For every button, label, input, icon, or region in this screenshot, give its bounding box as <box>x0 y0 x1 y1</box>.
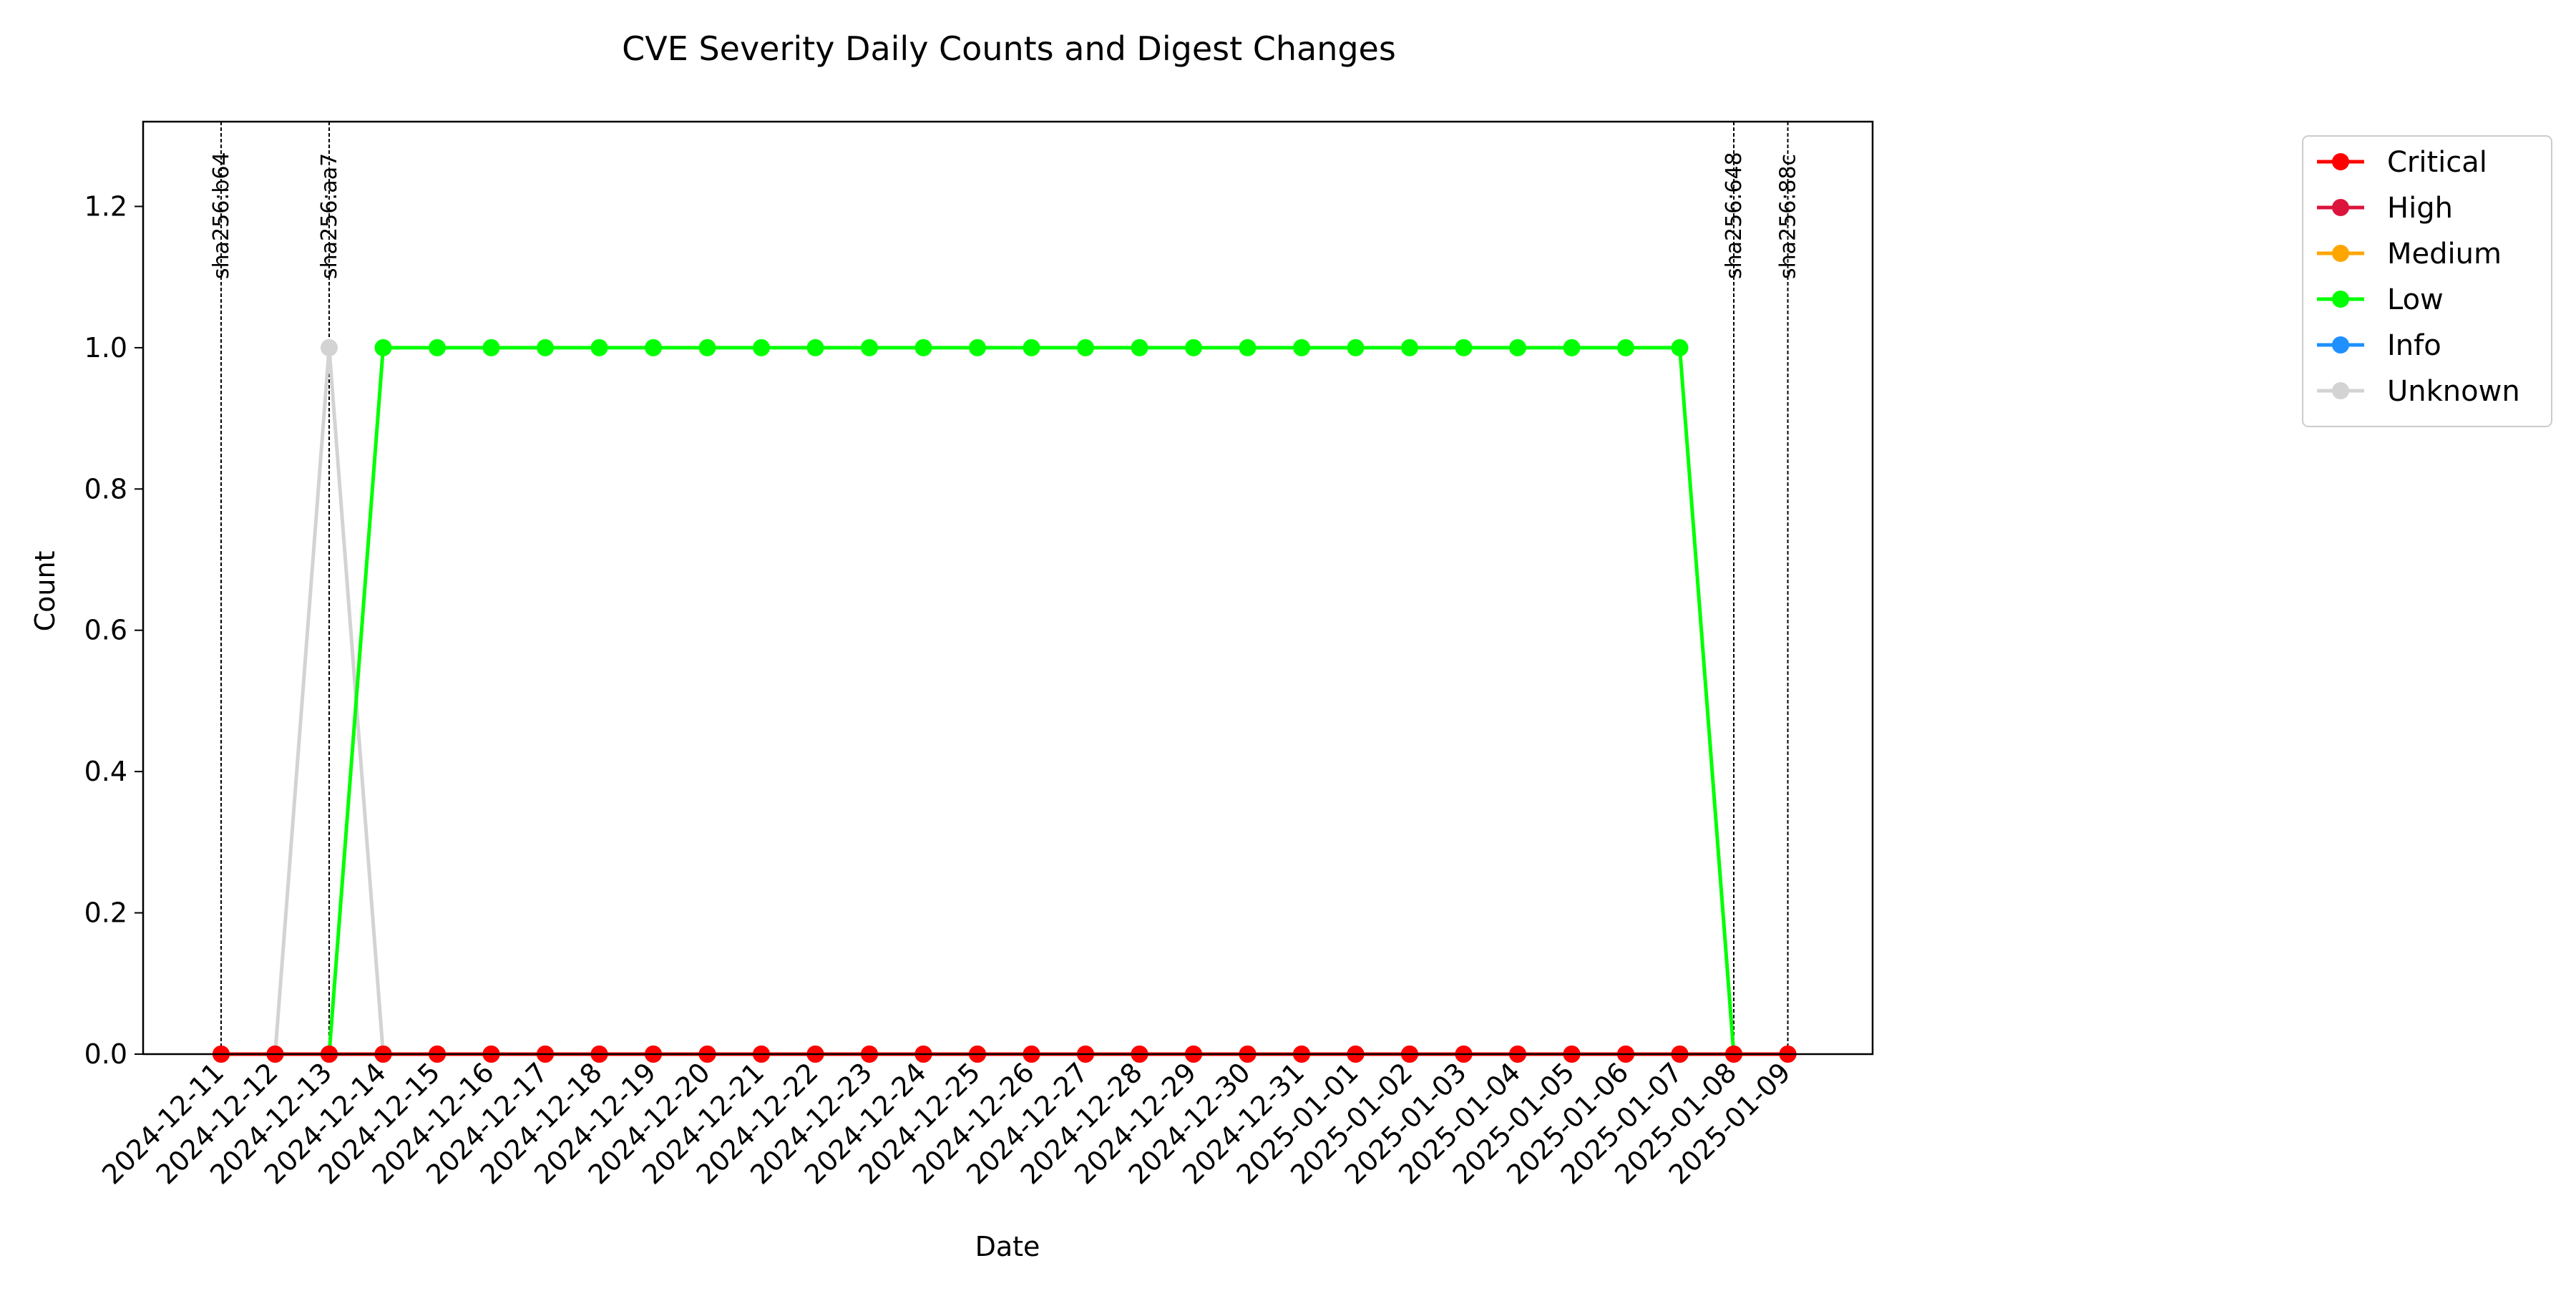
series-line-low <box>327 346 1736 1055</box>
x-axis-label: Date <box>975 1231 1040 1262</box>
legend-marker-unknown <box>2332 382 2349 399</box>
data-point-low <box>1239 338 1257 356</box>
data-point-low <box>374 338 392 356</box>
data-point-low <box>914 338 932 356</box>
legend-label-high: High <box>2387 192 2453 225</box>
legend-label-low: Low <box>2387 283 2444 316</box>
data-point-low <box>429 338 446 356</box>
data-point-low <box>1401 338 1418 356</box>
plot-area: 0.00.20.40.60.81.01.22024-12-112024-12-1… <box>84 120 1874 1191</box>
legend: Critical High Medium Low Info Unknown <box>2302 135 2552 427</box>
digest-change-label: sha256:88c <box>1776 154 1801 279</box>
plot-frame <box>142 120 1874 1056</box>
digest-change-label: sha256:b64 <box>209 152 234 279</box>
digest-change-label: sha256:aa7 <box>317 153 342 279</box>
legend-marker-critical <box>2332 153 2349 170</box>
legend-label-critical: Critical <box>2387 146 2487 179</box>
legend-marker-low <box>2332 291 2349 308</box>
y-tick-label: 0.0 <box>84 1038 127 1070</box>
data-point-low <box>861 338 878 356</box>
series-line-unknown <box>221 346 1788 1056</box>
legend-label-info: Info <box>2387 329 2441 362</box>
legend-label-medium: Medium <box>2387 238 2502 271</box>
data-point-low <box>698 338 716 356</box>
legend-marker-info <box>2332 336 2349 354</box>
data-point-low <box>645 338 662 356</box>
data-point-low <box>537 338 554 356</box>
legend-marker-high <box>2332 199 2349 216</box>
legend-box <box>2302 135 2552 427</box>
data-point-low <box>1023 338 1040 356</box>
y-tick-label: 1.0 <box>84 332 127 364</box>
chart-title: CVE Severity Daily Counts and Digest Cha… <box>622 29 1396 68</box>
y-tick-label: 0.6 <box>84 615 127 646</box>
data-point-low <box>482 338 500 356</box>
y-axis-label: Count <box>29 551 61 632</box>
data-point-low <box>1671 338 1689 356</box>
data-point-low <box>1509 338 1526 356</box>
y-tick-label: 0.4 <box>84 756 127 787</box>
data-point-low <box>806 338 824 356</box>
data-point-low <box>1185 338 1202 356</box>
data-point-low <box>1347 338 1365 356</box>
y-tick-label: 0.8 <box>84 473 127 505</box>
data-point-unknown <box>321 338 338 356</box>
legend-label-unknown: Unknown <box>2387 375 2520 408</box>
data-point-low <box>1077 338 1094 356</box>
y-tick-label: 0.2 <box>84 897 127 929</box>
legend-marker-medium <box>2332 245 2349 262</box>
y-tick-label: 1.2 <box>84 190 127 222</box>
data-point-low <box>1563 338 1581 356</box>
data-point-low <box>1617 338 1634 356</box>
data-point-low <box>1131 338 1148 356</box>
data-point-low <box>1293 338 1310 356</box>
data-point-low <box>1455 338 1473 356</box>
data-point-low <box>969 338 986 356</box>
data-point-low <box>753 338 770 356</box>
digest-change-label: sha256:648 <box>1722 152 1747 279</box>
data-point-low <box>590 338 608 356</box>
